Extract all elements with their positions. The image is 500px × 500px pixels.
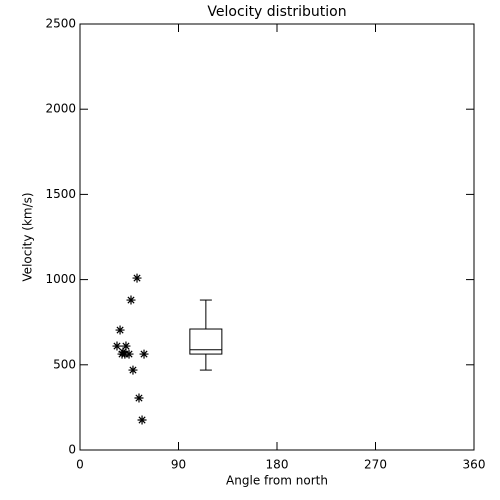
y-axis-label: Velocity (km/s) [21,192,35,281]
x-tick-label: 270 [364,458,387,472]
x-tick-label: 360 [463,458,486,472]
y-tick-label: 500 [53,357,76,371]
chart-title: Velocity distribution [207,4,346,20]
asterisk-point [126,295,136,305]
x-tick-label: 0 [76,458,84,472]
asterisk-point [128,365,138,375]
asterisk-point [112,341,122,351]
y-tick-label: 1500 [45,187,76,201]
asterisk-point [137,415,147,425]
asterisk-point [121,341,131,351]
y-tick-label: 1000 [45,272,76,286]
x-tick-label: 90 [171,458,186,472]
y-tick-label: 0 [68,443,76,457]
x-tick-label: 180 [266,458,289,472]
asterisk-point [124,349,134,359]
asterisk-point [139,349,149,359]
plot-frame [79,23,475,451]
box [189,328,223,355]
asterisk-point [115,325,125,335]
asterisk-point [132,273,142,283]
y-tick-label: 2000 [45,102,76,116]
asterisk-point [134,393,144,403]
x-axis-label: Angle from north [226,474,328,488]
y-tick-label: 2500 [45,17,76,31]
